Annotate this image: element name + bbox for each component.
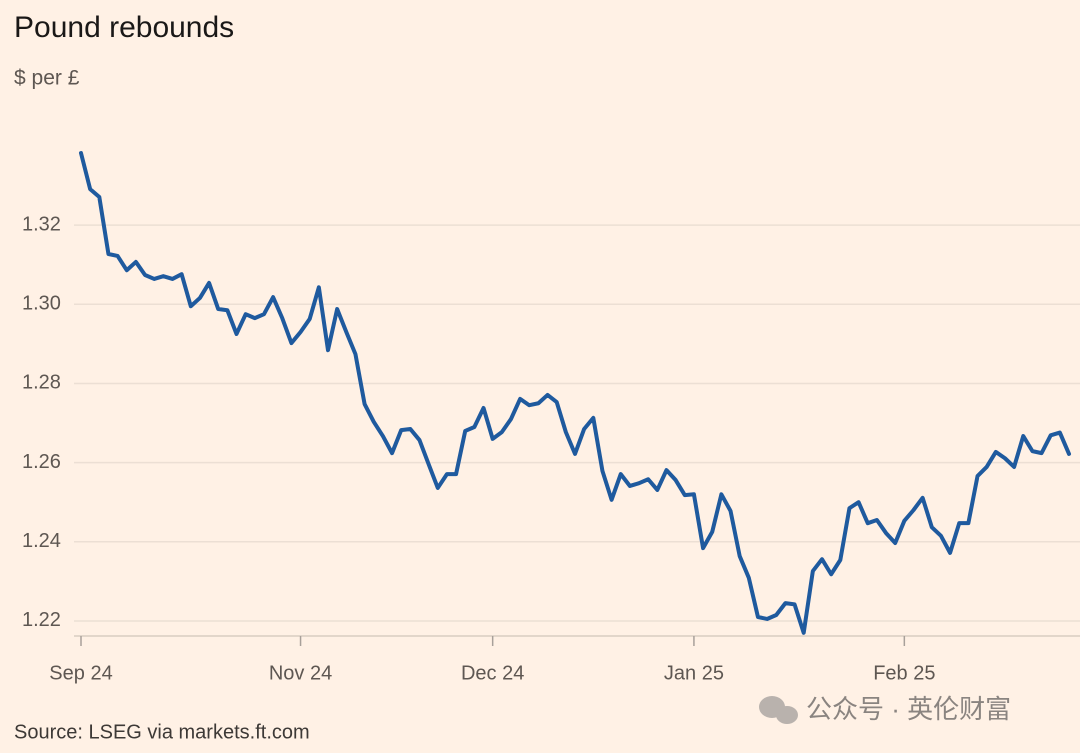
- x-tick-label: Jan 25: [664, 662, 724, 684]
- y-tick-label: 1.26: [22, 451, 61, 473]
- watermark: 公众号 · 英伦财富: [806, 694, 1011, 724]
- chart-subtitle: $ per £: [14, 67, 80, 90]
- y-tick-label: 1.28: [22, 372, 61, 394]
- y-tick-label: 1.30: [22, 293, 61, 315]
- y-tick-label: 1.22: [22, 609, 61, 631]
- y-tick-label: 1.24: [22, 530, 61, 552]
- y-tick-label: 1.32: [22, 213, 61, 235]
- x-tick-label: Feb 25: [873, 662, 935, 684]
- x-tick-label: Nov 24: [269, 662, 332, 684]
- x-tick-label: Dec 24: [461, 662, 524, 684]
- watermark-icon: [759, 696, 798, 724]
- price-line: [79, 151, 1071, 635]
- source: Source: LSEG via markets.ft.com: [14, 721, 310, 743]
- x-tick-label: Sep 24: [49, 662, 112, 684]
- chart-title: Pound rebounds: [14, 11, 234, 44]
